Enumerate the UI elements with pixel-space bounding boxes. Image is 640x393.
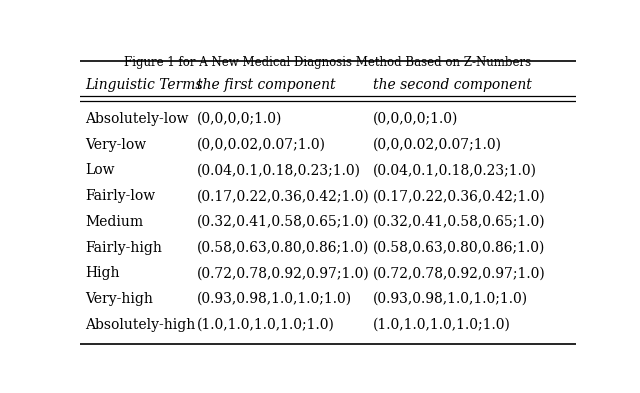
Text: (0,0,0.02,0.07;1.0): (0,0,0.02,0.07;1.0)	[196, 138, 326, 152]
Text: (0.93,0.98,1.0,1.0;1.0): (0.93,0.98,1.0,1.0;1.0)	[196, 292, 352, 306]
Text: Low: Low	[85, 163, 115, 178]
Text: (0.17,0.22,0.36,0.42;1.0): (0.17,0.22,0.36,0.42;1.0)	[372, 189, 545, 203]
Text: the first component: the first component	[196, 78, 335, 92]
Text: Linguistic Terms: Linguistic Terms	[85, 78, 202, 92]
Text: Very-low: Very-low	[85, 138, 146, 152]
Text: Figure 1 for A New Medical Diagnosis Method Based on Z-Numbers: Figure 1 for A New Medical Diagnosis Met…	[124, 56, 532, 69]
Text: (0,0,0,0;1.0): (0,0,0,0;1.0)	[196, 112, 282, 126]
Text: (0.32,0.41,0.58,0.65;1.0): (0.32,0.41,0.58,0.65;1.0)	[372, 215, 545, 229]
Text: (0.58,0.63,0.80,0.86;1.0): (0.58,0.63,0.80,0.86;1.0)	[196, 241, 369, 255]
Text: (0.04,0.1,0.18,0.23;1.0): (0.04,0.1,0.18,0.23;1.0)	[196, 163, 360, 178]
Text: the second component: the second component	[372, 78, 531, 92]
Text: Fairly-low: Fairly-low	[85, 189, 155, 203]
Text: (1.0,1.0,1.0,1.0;1.0): (1.0,1.0,1.0,1.0;1.0)	[372, 318, 511, 332]
Text: High: High	[85, 266, 120, 280]
Text: (0,0,0.02,0.07;1.0): (0,0,0.02,0.07;1.0)	[372, 138, 502, 152]
Text: Absolutely-low: Absolutely-low	[85, 112, 188, 126]
Text: (0.72,0.78,0.92,0.97;1.0): (0.72,0.78,0.92,0.97;1.0)	[372, 266, 545, 280]
Text: (0.58,0.63,0.80,0.86;1.0): (0.58,0.63,0.80,0.86;1.0)	[372, 241, 545, 255]
Text: Medium: Medium	[85, 215, 143, 229]
Text: (1.0,1.0,1.0,1.0;1.0): (1.0,1.0,1.0,1.0;1.0)	[196, 318, 335, 332]
Text: (0.17,0.22,0.36,0.42;1.0): (0.17,0.22,0.36,0.42;1.0)	[196, 189, 369, 203]
Text: (0.04,0.1,0.18,0.23;1.0): (0.04,0.1,0.18,0.23;1.0)	[372, 163, 536, 178]
Text: Absolutely-high: Absolutely-high	[85, 318, 195, 332]
Text: (0.93,0.98,1.0,1.0;1.0): (0.93,0.98,1.0,1.0;1.0)	[372, 292, 528, 306]
Text: (0.72,0.78,0.92,0.97;1.0): (0.72,0.78,0.92,0.97;1.0)	[196, 266, 369, 280]
Text: (0,0,0,0;1.0): (0,0,0,0;1.0)	[372, 112, 458, 126]
Text: Very-high: Very-high	[85, 292, 153, 306]
Text: (0.32,0.41,0.58,0.65;1.0): (0.32,0.41,0.58,0.65;1.0)	[196, 215, 369, 229]
Text: Fairly-high: Fairly-high	[85, 241, 162, 255]
